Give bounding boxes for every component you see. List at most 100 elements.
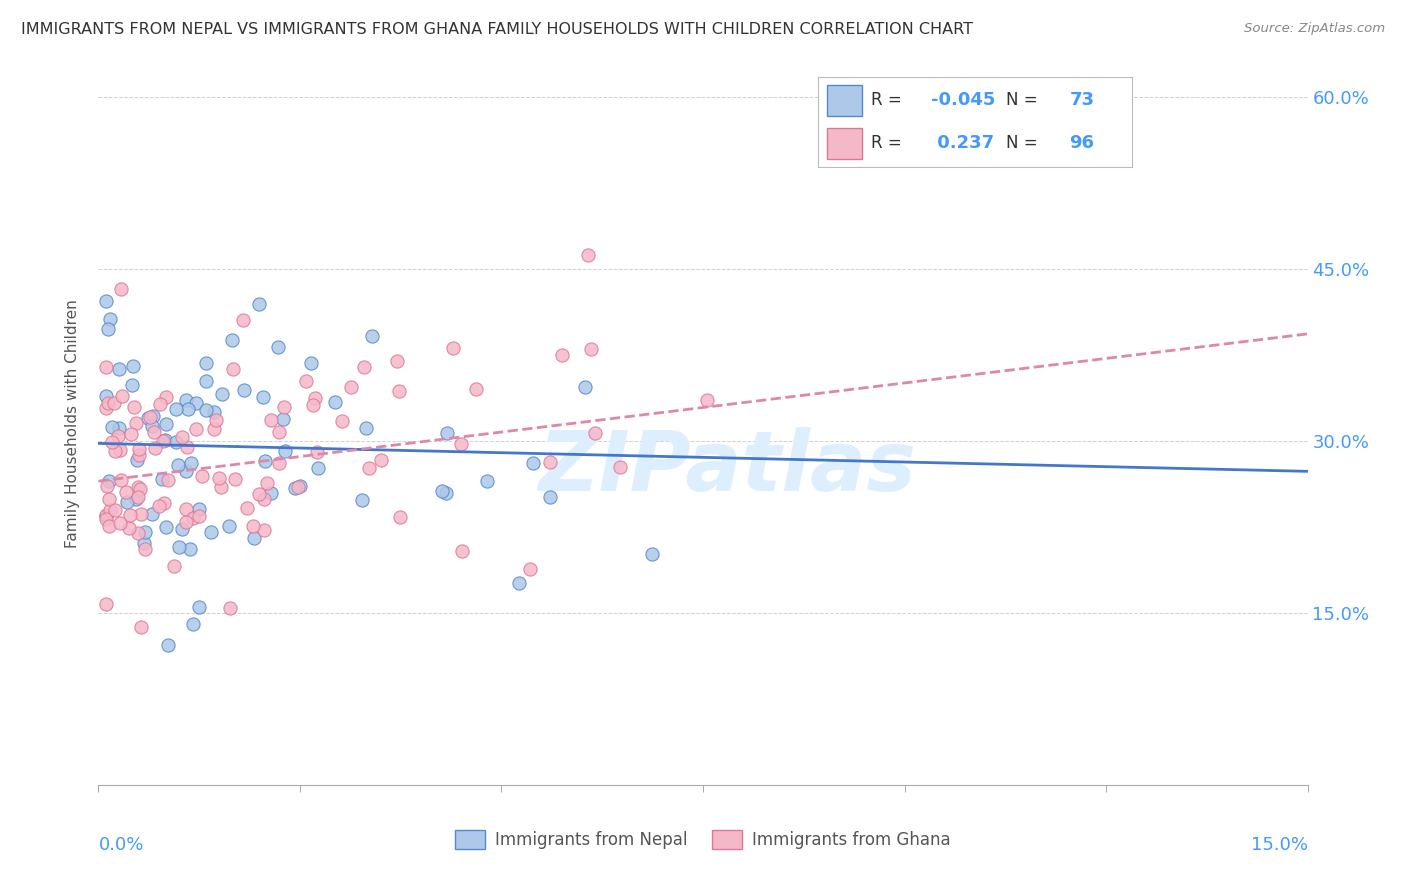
Point bbox=[148, 499, 170, 513]
Point bbox=[370, 453, 392, 467]
Point bbox=[96, 512, 118, 526]
Point bbox=[176, 440, 198, 454]
Point bbox=[209, 480, 232, 494]
Point bbox=[339, 379, 361, 393]
Point bbox=[222, 361, 245, 376]
Point bbox=[170, 430, 193, 444]
Point bbox=[125, 491, 148, 506]
Point bbox=[273, 401, 295, 415]
Point bbox=[134, 541, 156, 556]
Point bbox=[110, 281, 132, 295]
Point bbox=[243, 531, 266, 545]
Point bbox=[152, 434, 174, 449]
Point bbox=[430, 483, 453, 498]
Point bbox=[187, 508, 209, 523]
Point bbox=[269, 456, 291, 470]
Point bbox=[174, 515, 197, 529]
Point bbox=[271, 412, 294, 426]
Point bbox=[139, 410, 162, 425]
Point bbox=[96, 509, 118, 524]
Point bbox=[202, 405, 225, 419]
Point bbox=[256, 475, 278, 490]
Point bbox=[304, 391, 326, 405]
Point bbox=[188, 600, 211, 615]
Point bbox=[121, 377, 143, 392]
Text: IMMIGRANTS FROM NEPAL VS IMMIGRANTS FROM GHANA FAMILY HOUSEHOLDS WITH CHILDREN C: IMMIGRANTS FROM NEPAL VS IMMIGRANTS FROM… bbox=[21, 22, 973, 37]
Point bbox=[538, 490, 561, 504]
Text: 15.0%: 15.0% bbox=[1250, 836, 1308, 854]
Point bbox=[287, 480, 309, 494]
Point bbox=[108, 516, 131, 530]
Point bbox=[128, 442, 150, 456]
Point bbox=[127, 525, 149, 540]
Point bbox=[129, 620, 152, 634]
Point bbox=[115, 485, 138, 500]
Point bbox=[107, 429, 129, 443]
Point bbox=[155, 417, 177, 432]
Point bbox=[165, 435, 187, 450]
Point bbox=[179, 541, 201, 556]
Point bbox=[186, 422, 208, 436]
Point bbox=[98, 503, 121, 517]
Point bbox=[118, 508, 141, 523]
Point bbox=[96, 479, 118, 493]
Point bbox=[141, 419, 163, 434]
Text: Source: ZipAtlas.com: Source: ZipAtlas.com bbox=[1244, 22, 1385, 36]
Point bbox=[205, 413, 228, 427]
Point bbox=[181, 511, 204, 525]
Point bbox=[641, 547, 664, 561]
Point bbox=[186, 396, 208, 410]
Point bbox=[353, 359, 375, 374]
Point bbox=[188, 502, 211, 516]
Text: 0.0%: 0.0% bbox=[98, 836, 143, 854]
Point bbox=[96, 359, 118, 374]
Point bbox=[388, 384, 411, 398]
Point bbox=[465, 382, 488, 396]
Point bbox=[283, 481, 305, 495]
Point bbox=[127, 479, 149, 493]
Point bbox=[299, 355, 322, 369]
Legend: Immigrants from Nepal, Immigrants from Ghana: Immigrants from Nepal, Immigrants from G… bbox=[449, 823, 957, 856]
Point bbox=[385, 353, 408, 368]
Point bbox=[172, 522, 194, 536]
Point bbox=[190, 469, 212, 483]
Point bbox=[134, 524, 156, 539]
Point bbox=[174, 464, 197, 478]
Point bbox=[181, 616, 204, 631]
Point bbox=[97, 491, 120, 506]
Point bbox=[583, 426, 606, 441]
Point bbox=[451, 544, 474, 558]
Point bbox=[122, 359, 145, 374]
Point bbox=[104, 443, 127, 458]
Point bbox=[352, 492, 374, 507]
Point bbox=[200, 524, 222, 539]
Point bbox=[128, 482, 150, 496]
Point bbox=[117, 494, 139, 508]
Point bbox=[101, 435, 124, 450]
Point bbox=[236, 500, 259, 515]
Point bbox=[128, 448, 150, 462]
Point bbox=[96, 401, 118, 415]
Point bbox=[247, 487, 270, 501]
Point bbox=[122, 401, 145, 415]
Point bbox=[103, 396, 125, 410]
Point bbox=[436, 426, 458, 441]
Point bbox=[174, 392, 197, 407]
Point bbox=[354, 421, 377, 435]
Point bbox=[176, 402, 198, 417]
Point bbox=[104, 503, 127, 517]
Point bbox=[141, 507, 163, 521]
Point bbox=[550, 348, 572, 362]
Point bbox=[131, 508, 153, 522]
Point bbox=[253, 523, 276, 537]
Point bbox=[267, 340, 290, 354]
Point bbox=[323, 395, 346, 409]
Point bbox=[307, 460, 329, 475]
Point bbox=[305, 445, 328, 459]
Point bbox=[149, 397, 172, 411]
Point bbox=[194, 356, 217, 370]
Point bbox=[242, 519, 264, 533]
Point bbox=[167, 540, 190, 554]
Point bbox=[174, 502, 197, 516]
Point bbox=[388, 509, 411, 524]
